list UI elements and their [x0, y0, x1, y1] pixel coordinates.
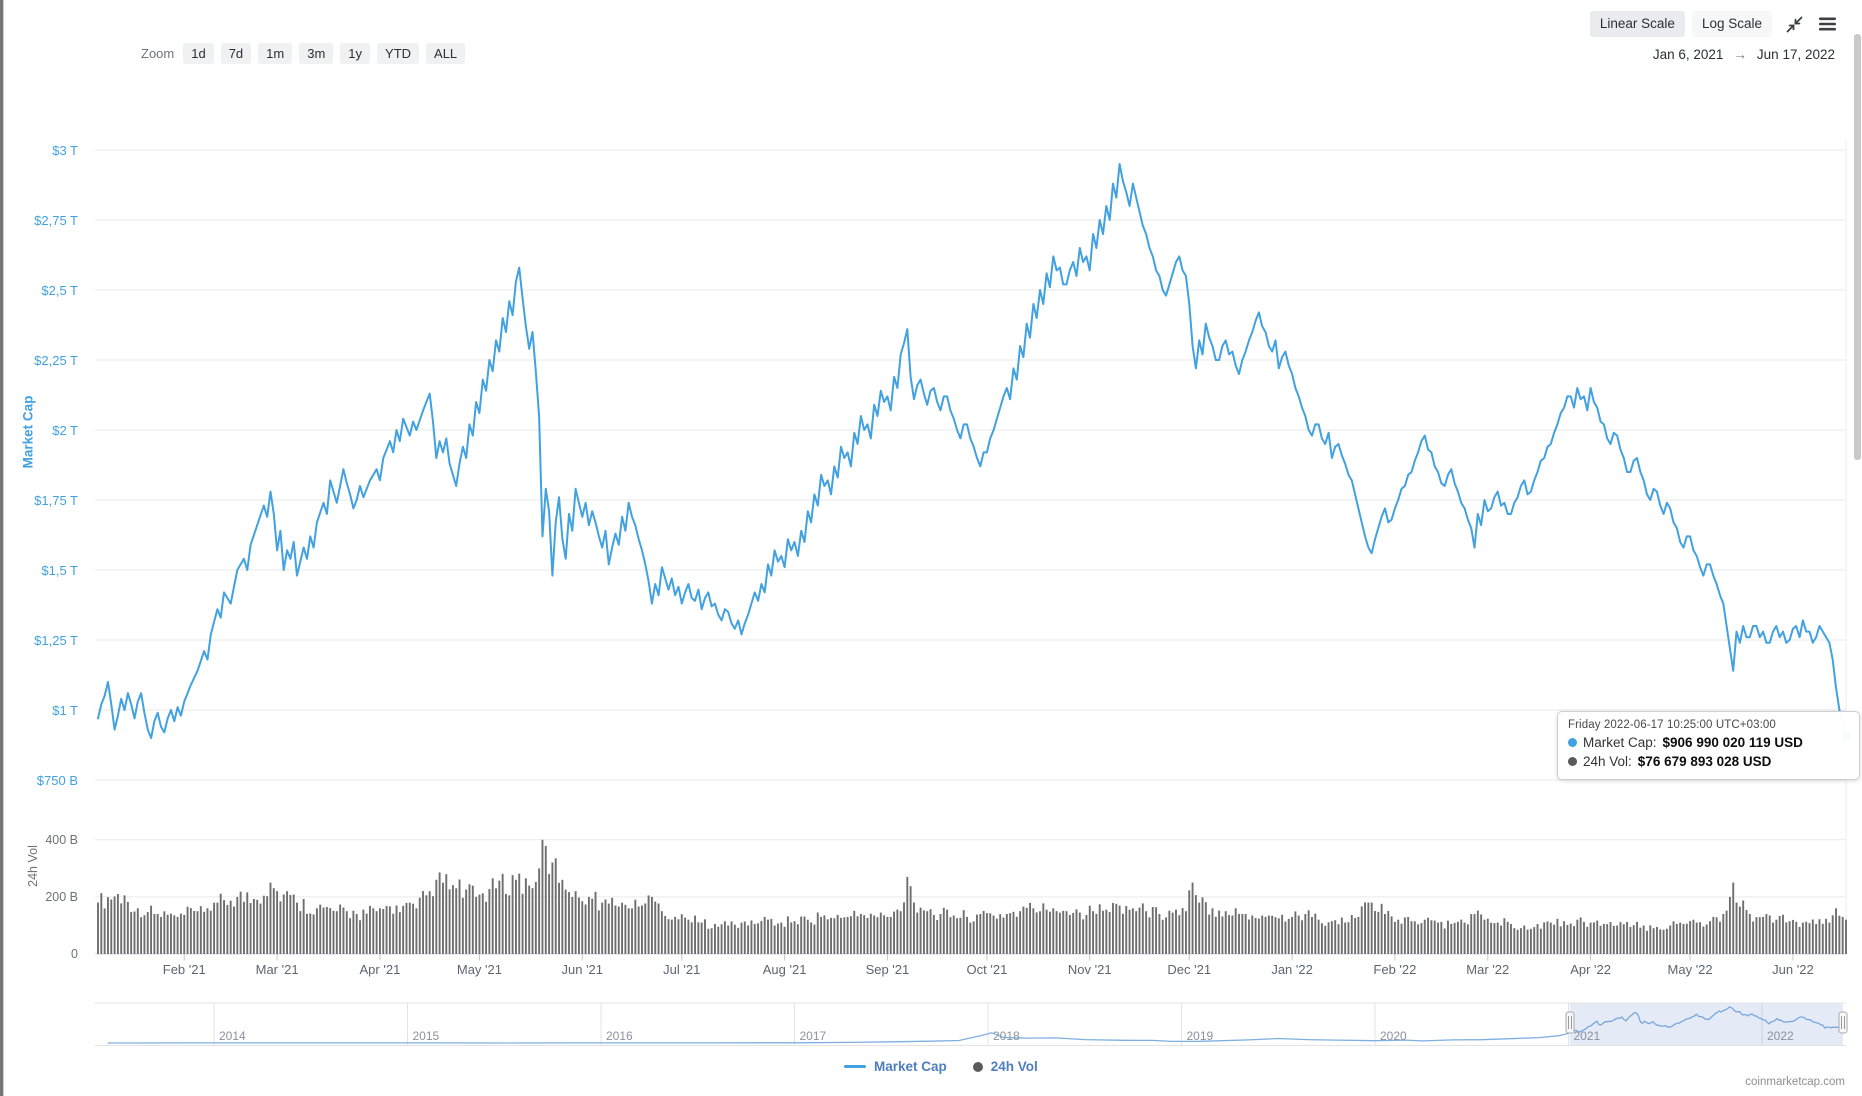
x-axis-label: Nov '21	[1067, 962, 1112, 977]
market-cap-dot-icon	[1568, 738, 1577, 747]
navigator-year-label: 2016	[606, 1029, 633, 1043]
x-axis-label: Aug '21	[762, 962, 807, 977]
x-axis-label: Dec '21	[1167, 962, 1212, 977]
x-axis-label: Mar '21	[255, 962, 299, 977]
y-axis-label-volume: 0	[71, 947, 78, 961]
tooltip-timestamp: Friday 2022-06-17 10:25:00 UTC+03:00	[1568, 719, 1776, 731]
y-axis-label-market-cap: $1 T	[52, 703, 78, 718]
y-axis-label-market-cap: $2 T	[52, 423, 78, 438]
tooltip-market-cap-label: Market Cap:	[1583, 735, 1657, 750]
page-scrollbar[interactable]	[1854, 34, 1861, 460]
zoom-button-7d[interactable]: 7d	[220, 42, 252, 64]
x-axis-label: Feb '22	[1373, 962, 1417, 977]
zoom-button-1m[interactable]: 1m	[258, 42, 293, 64]
zoom-row-label: Zoom	[141, 45, 175, 61]
date-range-to: Jun 17, 2022	[1756, 47, 1835, 62]
navigator-year-label: 2022	[1767, 1029, 1794, 1043]
navigator-line	[107, 1006, 1844, 1044]
x-axis-label: Apr '21	[359, 962, 401, 977]
y-axis-label-market-cap: $750 B	[36, 773, 78, 788]
x-axis-label: Jan '22	[1271, 962, 1313, 977]
navigator-year-label: 2021	[1573, 1029, 1601, 1043]
x-axis-label: May '21	[456, 962, 502, 977]
watermark: coinmarketcap.com	[1745, 1076, 1845, 1088]
x-axis-label: Jun '21	[561, 962, 604, 977]
zoom-button-1y[interactable]: 1y	[340, 42, 371, 64]
menu-icon[interactable]	[1816, 13, 1838, 35]
navigator-year-label: 2015	[412, 1029, 440, 1043]
tooltip-volume-row: 24h Vol: $76 679 893 028 USD	[1568, 752, 1849, 771]
y-axis-label-volume: 400 B	[45, 832, 78, 847]
y-axis-label-market-cap: $2,5 T	[41, 283, 78, 298]
window-left-edge	[0, 0, 4, 1096]
zoom-button-1d[interactable]: 1d	[183, 42, 214, 64]
date-range-display[interactable]: Jan 6, 2021 → Jun 17, 2022	[1653, 47, 1835, 62]
market-cap-line	[97, 163, 1847, 739]
y-axis-label-market-cap: $3 T	[52, 143, 78, 158]
y-axis-label-market-cap: $1,5 T	[41, 563, 78, 578]
x-axis-label: Jun '22	[1772, 962, 1814, 977]
zoom-button-all[interactable]: ALL	[426, 42, 466, 64]
y-axis-label-market-cap: $1,25 T	[34, 633, 78, 648]
chart-tooltip: Friday 2022-06-17 10:25:00 UTC+03:00 Mar…	[1557, 711, 1860, 780]
x-axis-label: Apr '22	[1570, 962, 1611, 977]
legend-24h-vol-label: 24h Vol	[990, 1059, 1038, 1074]
y-axis-label-market-cap: $2,75 T	[34, 213, 78, 228]
volume-axis-title: 24h Vol	[26, 845, 40, 887]
legend-market-cap-label: Market Cap	[874, 1059, 947, 1074]
navigator-year-label: 2020	[1380, 1029, 1407, 1043]
date-range-from: Jan 6, 2021	[1652, 47, 1724, 62]
navigator-handle-right[interactable]	[1838, 1011, 1848, 1034]
navigator-selection[interactable]	[1570, 1003, 1843, 1046]
x-axis-label: May '22	[1667, 962, 1713, 977]
market-cap-line-icon	[844, 1065, 866, 1068]
navigator-year-label: 2019	[1186, 1029, 1214, 1043]
navigator-year-label: 2017	[799, 1029, 827, 1043]
navigator-year-label: 2018	[993, 1029, 1020, 1043]
zoom-button-3m[interactable]: 3m	[299, 42, 334, 64]
zoom-preset-row: Zoom 1d 7d 1m 3m 1y YTD ALL	[141, 42, 466, 64]
volume-bars	[97, 839, 1847, 954]
log-scale-button[interactable]: Log Scale	[1691, 11, 1772, 37]
linear-scale-button[interactable]: Linear Scale	[1589, 11, 1685, 37]
x-axis-label: Feb '21	[162, 962, 206, 977]
navigator-year-label: 2014	[219, 1029, 246, 1043]
collapse-icon[interactable]	[1783, 13, 1805, 35]
x-axis-label: Oct '21	[966, 962, 1008, 977]
volume-dot-icon	[972, 1061, 983, 1072]
tooltip-volume-label: 24h Vol:	[1583, 754, 1632, 769]
x-axis-label: Mar '22	[1466, 962, 1510, 977]
legend-item-market-cap[interactable]: Market Cap	[844, 1059, 947, 1074]
y-axis-label-market-cap: $2,25 T	[34, 353, 78, 368]
volume-dot-icon	[1568, 757, 1577, 766]
y-axis-label-volume: 200 B	[45, 889, 78, 904]
x-axis-label: Jul '21	[663, 962, 701, 977]
chart-legend: Market Cap 24h Vol	[844, 1059, 1038, 1074]
tooltip-volume-value: $76 679 893 028 USD	[1637, 754, 1772, 769]
scale-controls: Linear Scale Log Scale	[1589, 11, 1838, 37]
tooltip-market-cap-row: Market Cap: $906 990 020 119 USD	[1568, 733, 1849, 752]
arrow-right-icon: →	[1733, 47, 1747, 62]
x-axis-label: Sep '21	[865, 962, 910, 977]
zoom-button-ytd[interactable]: YTD	[377, 42, 420, 64]
y-axis-label-market-cap: $1,75 T	[34, 493, 78, 508]
legend-item-24h-vol[interactable]: 24h Vol	[972, 1059, 1038, 1074]
tooltip-market-cap-value: $906 990 020 119 USD	[1662, 735, 1803, 750]
